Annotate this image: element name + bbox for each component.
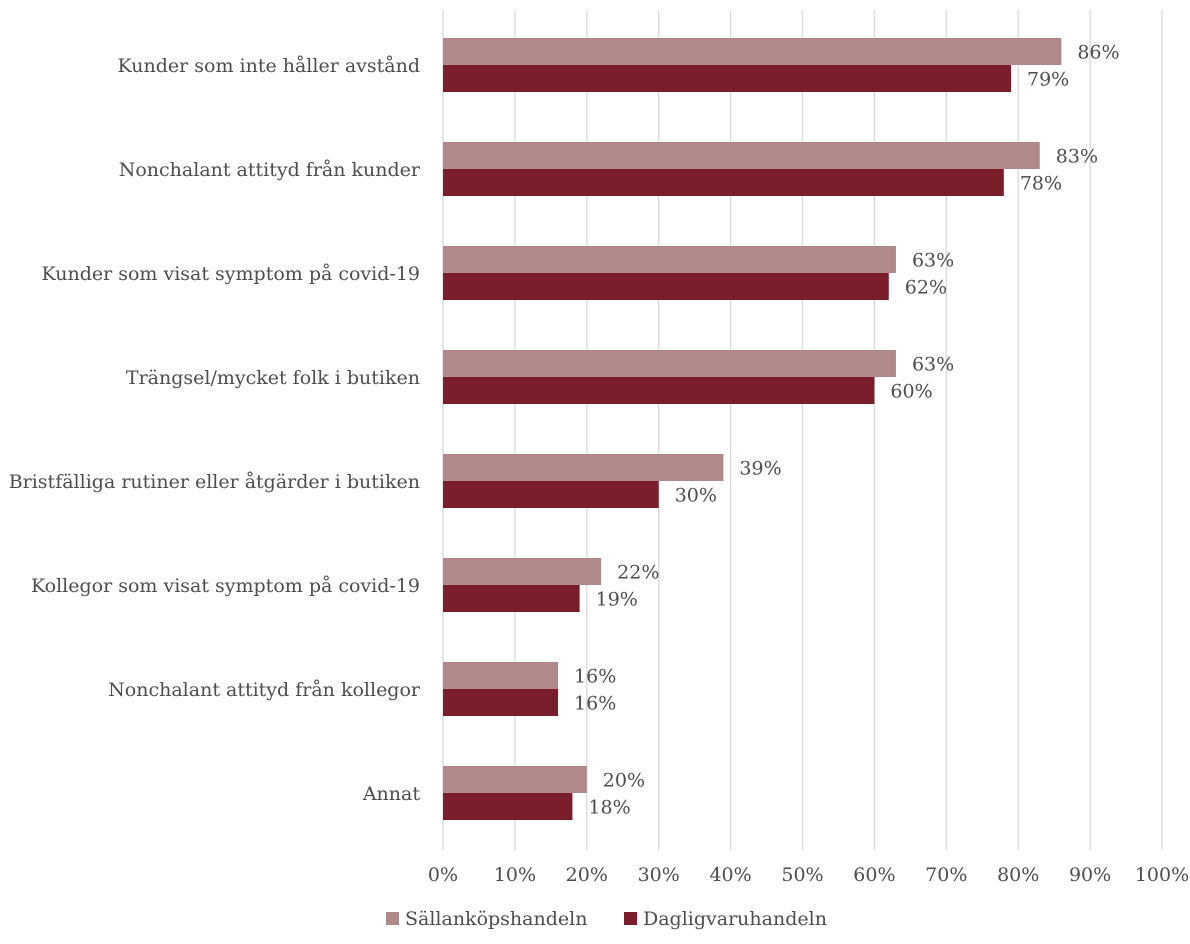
legend-label: Dagligvaruhandeln (643, 908, 827, 930)
bar-dagligvaruhandeln (443, 65, 1011, 92)
legend-swatch (386, 912, 399, 925)
x-tick-label: 60% (853, 864, 895, 886)
category-label: Kunder som visat symptom på covid-19 (41, 263, 420, 285)
x-tick-label: 30% (638, 864, 680, 886)
category-label: Nonchalant attityd från kollegor (108, 679, 421, 701)
legend: Sällanköpshandeln Dagligvaruhandeln (386, 908, 827, 930)
data-label: 79% (1027, 69, 1069, 91)
data-label: 63% (912, 250, 954, 272)
data-label: 16% (574, 666, 616, 688)
x-tick-label: 50% (781, 864, 823, 886)
data-label: 20% (603, 770, 645, 792)
bar-sallankopshandeln (443, 558, 601, 585)
data-label: 18% (588, 797, 630, 819)
data-label: 78% (1020, 173, 1062, 195)
bar-dagligvaruhandeln (443, 793, 572, 820)
category-label: Kollegor som visat symptom på covid-19 (31, 575, 420, 597)
category-label: Bristfälliga rutiner eller åtgärder i bu… (9, 471, 420, 493)
data-label: 60% (890, 381, 932, 403)
bar-sallankopshandeln (443, 662, 558, 689)
bar-dagligvaruhandeln (443, 273, 889, 300)
data-label: 39% (739, 458, 781, 480)
data-label: 22% (617, 562, 659, 584)
category-label: Nonchalant attityd från kunder (119, 159, 421, 181)
bar-dagligvaruhandeln (443, 481, 659, 508)
bars (443, 38, 1061, 820)
bar-sallankopshandeln (443, 766, 587, 793)
data-label: 83% (1056, 146, 1098, 168)
bar-sallankopshandeln (443, 246, 896, 273)
bar-dagligvaruhandeln (443, 169, 1004, 196)
x-tick-label: 70% (925, 864, 967, 886)
gridlines (443, 10, 1162, 850)
data-label: 63% (912, 354, 954, 376)
bar-sallankopshandeln (443, 142, 1040, 169)
x-tick-label: 0% (428, 864, 458, 886)
x-tick-label: 40% (709, 864, 751, 886)
data-label: 30% (675, 485, 717, 507)
x-tick-label: 90% (1069, 864, 1111, 886)
bar-sallankopshandeln (443, 350, 896, 377)
bar-dagligvaruhandeln (443, 585, 580, 612)
data-label: 86% (1077, 42, 1119, 64)
category-label: Annat (362, 783, 421, 805)
legend-label: Sällanköpshandeln (405, 908, 587, 930)
category-labels: Kunder som inte håller avstånd Nonchalant… (9, 55, 421, 805)
bar-sallankopshandeln (443, 38, 1061, 65)
bar-dagligvaruhandeln (443, 689, 558, 716)
x-tick-label: 20% (566, 864, 608, 886)
x-tick-label: 80% (997, 864, 1039, 886)
category-label: Trängsel/mycket folk i butiken (126, 367, 420, 389)
x-axis-ticks: 0% 10% 20% 30% 40% 50% 60% 70% 80% 90% 100% (428, 864, 1189, 886)
data-label: 16% (574, 693, 616, 715)
x-tick-label: 100% (1135, 864, 1189, 886)
category-label: Kunder som inte håller avstånd (117, 55, 420, 77)
data-label: 19% (596, 589, 638, 611)
bar-dagligvaruhandeln (443, 377, 874, 404)
data-label: 62% (905, 277, 947, 299)
bar-sallankopshandeln (443, 454, 723, 481)
x-tick-label: 10% (494, 864, 536, 886)
legend-swatch (624, 912, 637, 925)
